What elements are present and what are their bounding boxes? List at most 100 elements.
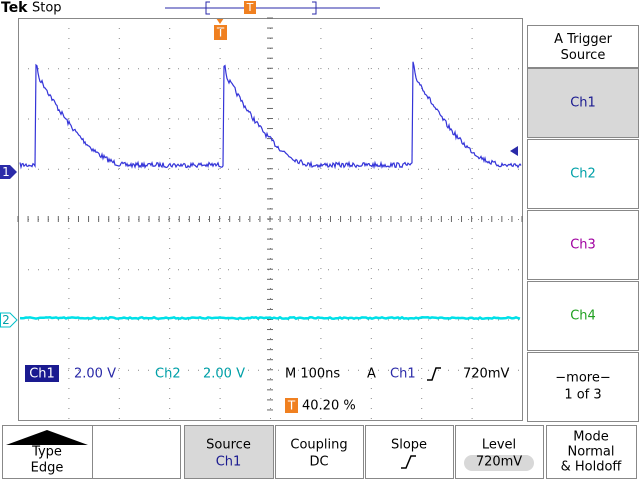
grid-dot: [471, 408, 473, 409]
grid-dot: [370, 118, 372, 119]
grid-dot: [488, 168, 489, 170]
bottom-value: Edge: [31, 461, 64, 476]
grid-dot: [169, 298, 171, 299]
grid-dot: [288, 168, 289, 170]
bottom-button[interactable]: [92, 425, 181, 479]
grid-dot: [318, 369, 319, 371]
grid-dot: [48, 118, 49, 120]
grid-dot: [288, 68, 289, 70]
grid-dot: [178, 168, 179, 170]
grid-dot: [421, 38, 423, 39]
grid-dot: [68, 108, 70, 109]
menu-button[interactable]: [527, 210, 639, 280]
grid-dot: [471, 68, 473, 69]
grid-dot: [478, 219, 479, 220]
grid-dot: [358, 369, 359, 371]
grid-dot: [458, 269, 459, 271]
grid-dot: [219, 188, 221, 189]
grid-dot: [421, 228, 423, 229]
trigger-pos-text: T: [246, 1, 254, 14]
grid-dot: [320, 18, 322, 19]
grid-dot: [169, 118, 171, 119]
grid-dot: [498, 168, 499, 170]
bottom-button[interactable]: [365, 425, 454, 479]
bottom-button[interactable]: [546, 425, 637, 479]
bottom-button[interactable]: [275, 425, 364, 479]
grid-dot: [28, 269, 29, 271]
bottom-value: Ch1: [216, 455, 242, 470]
grid-dot: [128, 168, 129, 170]
grid-dot: [421, 398, 423, 399]
ch2-marker-text: 2: [2, 313, 10, 327]
grid-dot: [118, 269, 119, 271]
menu-title: A Trigger Source: [554, 32, 613, 63]
grid-dot: [408, 168, 409, 170]
grid-dot: [370, 298, 372, 299]
bottom-button[interactable]: [184, 425, 274, 479]
grid-dot: [421, 358, 423, 359]
grid-dot: [508, 269, 509, 271]
grid-dot: [320, 408, 322, 409]
grid-dot: [348, 369, 349, 371]
grid-dot: [219, 198, 221, 199]
grid-dot: [158, 68, 159, 70]
bottom-label: Source: [206, 438, 251, 453]
grid-dot: [368, 319, 369, 321]
grid-dot: [28, 319, 29, 321]
menu-button[interactable]: [527, 139, 639, 209]
grid-dot: [118, 38, 120, 39]
grid-dot: [408, 269, 409, 271]
grid-dot: [169, 398, 171, 399]
grid-dot: [118, 188, 120, 189]
grid-dot: [438, 369, 439, 371]
grid-dot: [219, 338, 221, 339]
grid-dot: [68, 118, 69, 120]
grid-dot: [118, 348, 120, 349]
grid-dot: [498, 269, 499, 271]
grid-dot: [58, 118, 59, 120]
grid-dot: [438, 68, 439, 70]
grid-dot: [320, 148, 322, 149]
grid-dot: [421, 268, 423, 269]
grid-dot: [169, 18, 171, 19]
grid-dot: [148, 269, 149, 271]
grid-dot: [169, 98, 171, 99]
grid-dot: [471, 168, 473, 169]
grid-dot: [118, 378, 120, 379]
menu-button[interactable]: [527, 352, 639, 422]
grid-dot: [438, 319, 439, 321]
grid-dot: [478, 369, 479, 371]
grid-dot: [38, 68, 39, 70]
grid-dot: [238, 168, 239, 170]
menu-button[interactable]: [527, 68, 639, 138]
grid-dot: [68, 278, 70, 279]
grid-dot: [68, 188, 70, 189]
grid-dot: [421, 338, 423, 339]
grid-dot: [219, 278, 221, 279]
grid-dot: [169, 188, 171, 189]
grid-dot: [169, 258, 171, 259]
grid-dot: [428, 68, 429, 70]
grid-dot: [169, 238, 171, 239]
menu-button[interactable]: [527, 281, 639, 351]
grid-dot: [48, 68, 49, 70]
grid-dot: [219, 48, 221, 49]
grid-dot: [168, 118, 169, 120]
menu-more: −more−: [555, 371, 610, 386]
grid-dot: [198, 319, 199, 321]
grid-dot: [370, 198, 372, 199]
grid-dot: [370, 88, 372, 89]
grid-dot: [178, 269, 179, 271]
grid-dot: [219, 208, 221, 209]
grid-dot: [368, 168, 369, 170]
grid-dot: [18, 118, 19, 120]
grid-dot: [448, 168, 449, 170]
grid-dot: [219, 108, 221, 109]
grid-dot: [68, 408, 70, 409]
grid-dot: [98, 269, 99, 271]
grid-dot: [208, 369, 209, 371]
grid-dot: [38, 118, 39, 120]
grid-dot: [219, 258, 221, 259]
grid-dot: [438, 168, 439, 170]
grid-dot: [320, 368, 322, 369]
